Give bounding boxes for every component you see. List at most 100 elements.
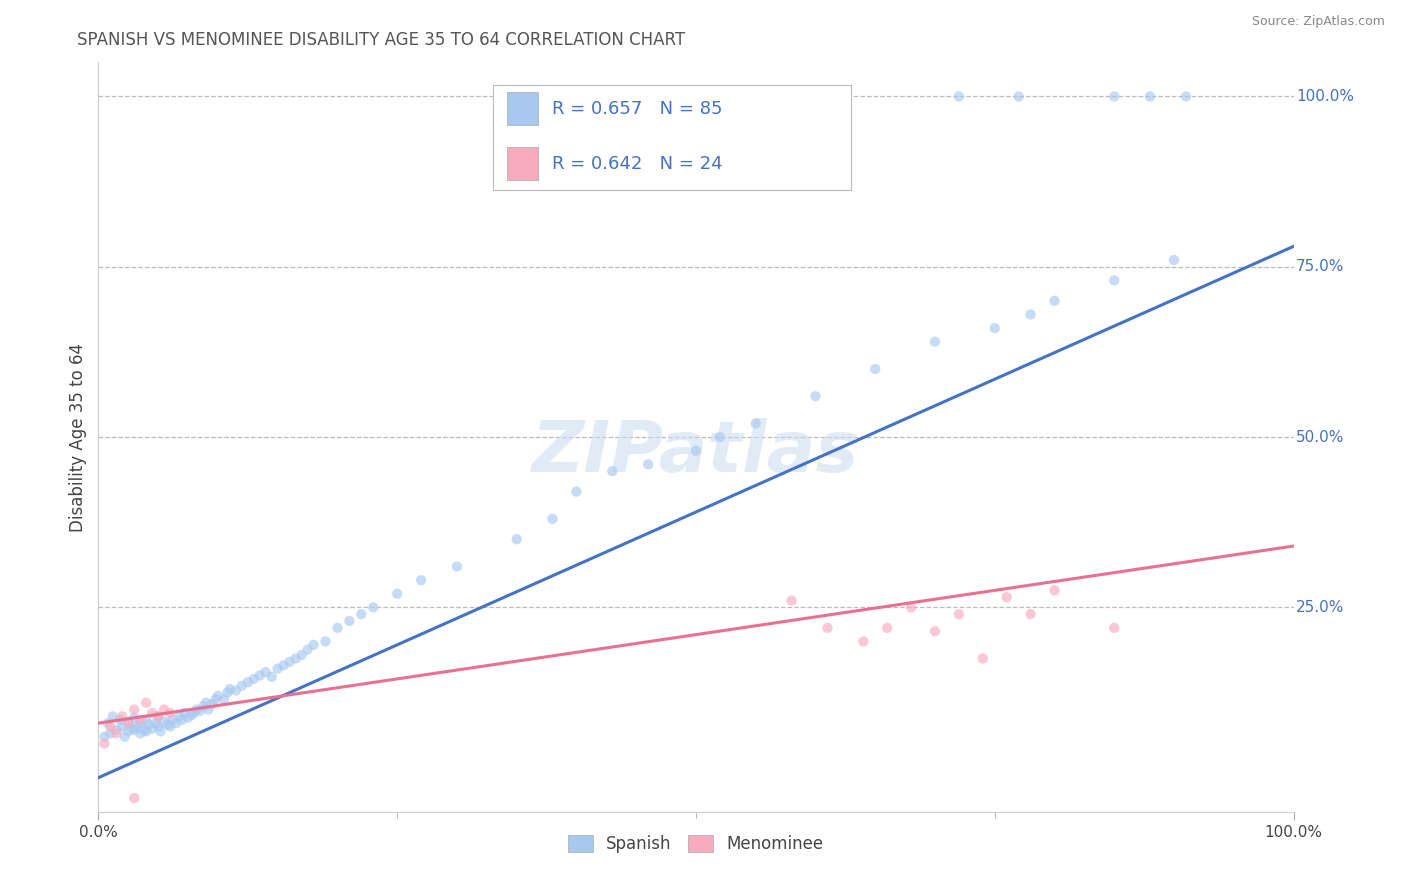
Point [385, 587, 409, 601]
Point [1163, 252, 1185, 267]
Point [780, 593, 803, 607]
Point [124, 791, 146, 805]
Point [225, 683, 247, 698]
Point [172, 713, 194, 727]
Point [207, 689, 229, 703]
Text: ZIPatlas: ZIPatlas [533, 417, 859, 486]
Point [117, 714, 139, 729]
Point [315, 634, 337, 648]
Point [124, 723, 146, 737]
Point [446, 559, 468, 574]
Point [111, 709, 134, 723]
Point [984, 321, 1007, 335]
Text: R = 0.657   N = 85: R = 0.657 N = 85 [553, 100, 723, 118]
Point [541, 512, 564, 526]
Point [217, 685, 239, 699]
Point [236, 675, 259, 690]
Point [148, 709, 170, 723]
Point [948, 89, 970, 103]
Point [900, 600, 922, 615]
Point [173, 706, 195, 720]
Point [193, 699, 215, 714]
Point [153, 702, 176, 716]
Point [124, 702, 146, 716]
Point [972, 651, 994, 665]
Point [852, 634, 875, 648]
Point [1175, 89, 1198, 103]
Point [273, 658, 295, 673]
Point [1019, 308, 1042, 322]
Y-axis label: Disability Age 35 to 64: Disability Age 35 to 64 [69, 343, 87, 532]
Point [117, 724, 139, 739]
Point [117, 716, 139, 731]
Point [98, 726, 122, 740]
Point [93, 730, 115, 744]
Point [231, 679, 253, 693]
Point [129, 713, 152, 727]
Point [159, 720, 181, 734]
Point [212, 692, 235, 706]
Point [1019, 607, 1042, 622]
Point [125, 720, 148, 734]
Point [815, 621, 838, 635]
Point [129, 716, 152, 731]
Point [105, 723, 128, 737]
Point [350, 607, 373, 622]
Text: 75.0%: 75.0% [1296, 260, 1344, 274]
Point [948, 607, 970, 622]
Point [565, 484, 588, 499]
Point [243, 672, 266, 686]
FancyBboxPatch shape [494, 85, 852, 190]
Point [291, 648, 314, 662]
Point [135, 713, 157, 727]
Point [1043, 583, 1066, 598]
Point [804, 389, 827, 403]
Point [169, 709, 191, 723]
Point [637, 458, 659, 472]
Point [876, 621, 898, 635]
Point [865, 362, 887, 376]
Point [1139, 89, 1161, 103]
Point [326, 621, 349, 635]
Point [177, 711, 200, 725]
Point [267, 662, 290, 676]
Point [148, 720, 170, 734]
Point [141, 706, 163, 720]
Point [249, 668, 271, 682]
Point [135, 724, 157, 739]
Point [297, 642, 319, 657]
Point [156, 717, 179, 731]
Point [254, 665, 277, 679]
Point [121, 722, 143, 736]
Point [204, 692, 226, 706]
Point [98, 720, 122, 734]
Point [153, 714, 176, 729]
Point [148, 709, 170, 723]
Point [709, 430, 731, 444]
Point [114, 730, 136, 744]
Point [101, 709, 124, 723]
Point [183, 706, 205, 720]
Point [132, 723, 155, 737]
Point [141, 722, 163, 736]
Point [219, 682, 242, 697]
Point [278, 655, 301, 669]
Point [108, 713, 131, 727]
Point [111, 720, 134, 734]
Point [506, 533, 529, 547]
Point [1104, 89, 1126, 103]
Point [145, 716, 167, 731]
Point [1043, 293, 1066, 308]
Point [159, 706, 181, 720]
Point [93, 737, 115, 751]
Point [180, 708, 202, 723]
Point [411, 573, 433, 587]
Text: 50.0%: 50.0% [1296, 430, 1344, 444]
Point [602, 464, 624, 478]
Point [924, 334, 946, 349]
Point [260, 670, 283, 684]
Point [186, 702, 208, 716]
Point [197, 702, 219, 716]
Text: 25.0%: 25.0% [1296, 600, 1344, 615]
Point [201, 697, 224, 711]
